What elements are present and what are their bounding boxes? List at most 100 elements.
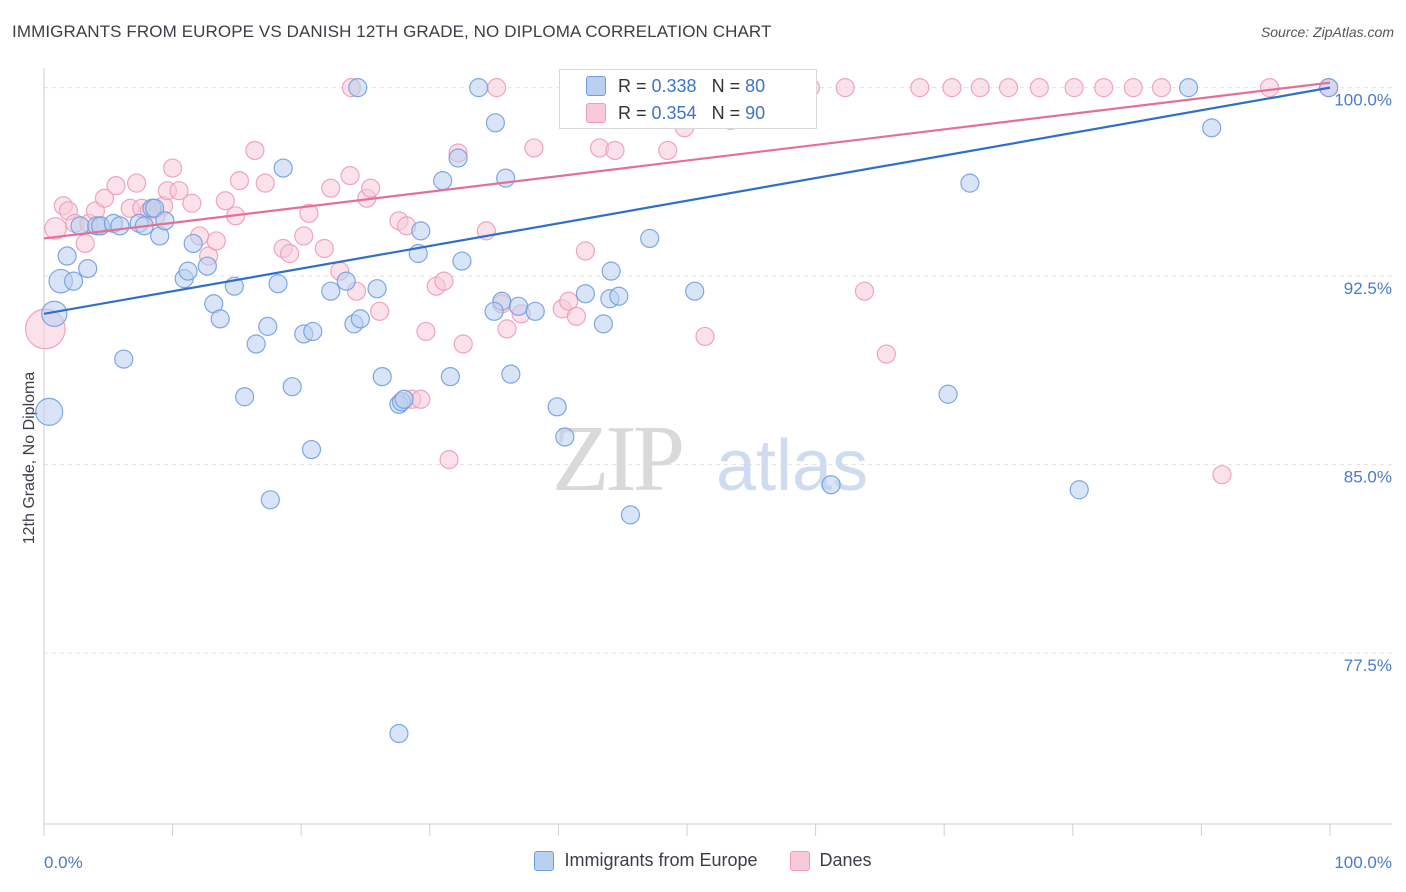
data-point	[497, 319, 517, 339]
data-point	[114, 349, 134, 369]
data-point	[501, 364, 521, 384]
data-point	[280, 243, 300, 264]
stats-n-value-blue: 80	[745, 75, 766, 96]
data-point	[348, 78, 368, 98]
data-point	[303, 321, 323, 342]
data-point	[440, 367, 460, 387]
data-point	[609, 286, 629, 306]
data-point	[942, 78, 962, 98]
stats-n-label: N =	[711, 102, 746, 123]
data-point	[487, 78, 507, 98]
data-point	[998, 78, 1019, 98]
data-point	[453, 334, 473, 354]
data-point	[126, 173, 147, 193]
data-point	[268, 274, 288, 294]
data-point	[367, 279, 387, 299]
data-point	[508, 296, 529, 316]
data-point	[35, 397, 64, 426]
data-point	[485, 113, 505, 133]
data-point	[144, 198, 165, 218]
data-point	[496, 168, 516, 188]
data-point	[70, 216, 90, 236]
data-point	[575, 241, 596, 261]
y-tick-label: 85.0%	[1344, 468, 1392, 487]
data-point	[525, 301, 545, 321]
data-point	[439, 449, 459, 470]
series-danes	[24, 78, 1339, 485]
data-point	[1178, 78, 1199, 98]
data-point	[336, 271, 356, 291]
grid-lines	[44, 87, 1392, 654]
data-point	[182, 193, 202, 213]
data-point	[1151, 78, 1172, 98]
data-point	[361, 178, 381, 198]
data-point	[372, 367, 392, 387]
data-point	[434, 271, 454, 291]
data-point	[389, 723, 409, 744]
data-point	[169, 181, 189, 201]
data-point	[910, 78, 930, 98]
stats-swatch-pink	[586, 103, 606, 123]
data-point	[183, 233, 203, 254]
data-point	[245, 140, 265, 161]
y-tick-label: 100.0%	[1334, 91, 1392, 110]
data-point	[1212, 465, 1232, 485]
trend-lines	[43, 81, 1331, 315]
data-point	[469, 78, 489, 98]
data-point	[555, 427, 575, 447]
data-point	[1202, 118, 1222, 138]
data-point	[282, 377, 302, 397]
data-point	[260, 490, 280, 510]
data-point	[301, 439, 322, 460]
data-point	[215, 191, 235, 211]
data-point	[593, 314, 614, 334]
data-point	[658, 140, 678, 161]
data-point	[273, 158, 293, 178]
data-point	[1094, 78, 1114, 98]
data-point	[110, 216, 130, 236]
data-point	[41, 300, 68, 328]
data-point	[960, 173, 980, 193]
legend-item-danes[interactable]: Danes	[789, 850, 872, 871]
data-point	[197, 256, 217, 276]
data-point	[235, 387, 255, 407]
data-point	[155, 211, 175, 231]
data-point	[57, 246, 77, 266]
data-point	[1064, 78, 1084, 98]
data-point	[350, 309, 370, 329]
data-point	[206, 231, 226, 251]
legend-swatch-blue	[534, 850, 555, 871]
data-point	[63, 271, 84, 291]
legend-item-immigrants-from-europe[interactable]: Immigrants from Europe	[534, 850, 758, 871]
data-point	[1123, 78, 1143, 98]
data-point	[1029, 78, 1049, 98]
stats-swatch-blue	[586, 76, 606, 96]
data-point	[229, 171, 250, 191]
data-point	[566, 306, 587, 326]
data-point	[78, 258, 98, 279]
tick-labels: 100.0% 92.5% 85.0% 77.5% 0.0% 100.0%	[44, 91, 1392, 872]
data-point	[605, 140, 625, 161]
data-point	[210, 309, 230, 329]
data-point	[321, 281, 341, 301]
x-tick-label: 100.0%	[1334, 853, 1392, 872]
stats-box: R = 0.338 N = 80 R = 0.354 N = 90	[559, 69, 817, 129]
legend-label: Immigrants from Europe	[564, 850, 758, 870]
data-point	[1069, 480, 1089, 500]
legend: Immigrants from Europe Danes	[0, 850, 1406, 871]
stats-r-label: R =	[618, 102, 652, 123]
data-point	[835, 78, 855, 98]
data-point	[321, 178, 341, 198]
watermark: ZIP atlas	[552, 407, 868, 511]
data-point	[1259, 78, 1280, 98]
data-point	[394, 389, 414, 409]
trend-line-danes	[43, 81, 1331, 240]
data-point	[340, 166, 360, 186]
data-point	[970, 78, 990, 98]
data-point	[411, 389, 431, 409]
data-point	[299, 203, 319, 223]
axes	[43, 68, 1392, 836]
data-point	[484, 301, 504, 321]
data-point	[524, 138, 544, 158]
data-point	[559, 291, 579, 311]
